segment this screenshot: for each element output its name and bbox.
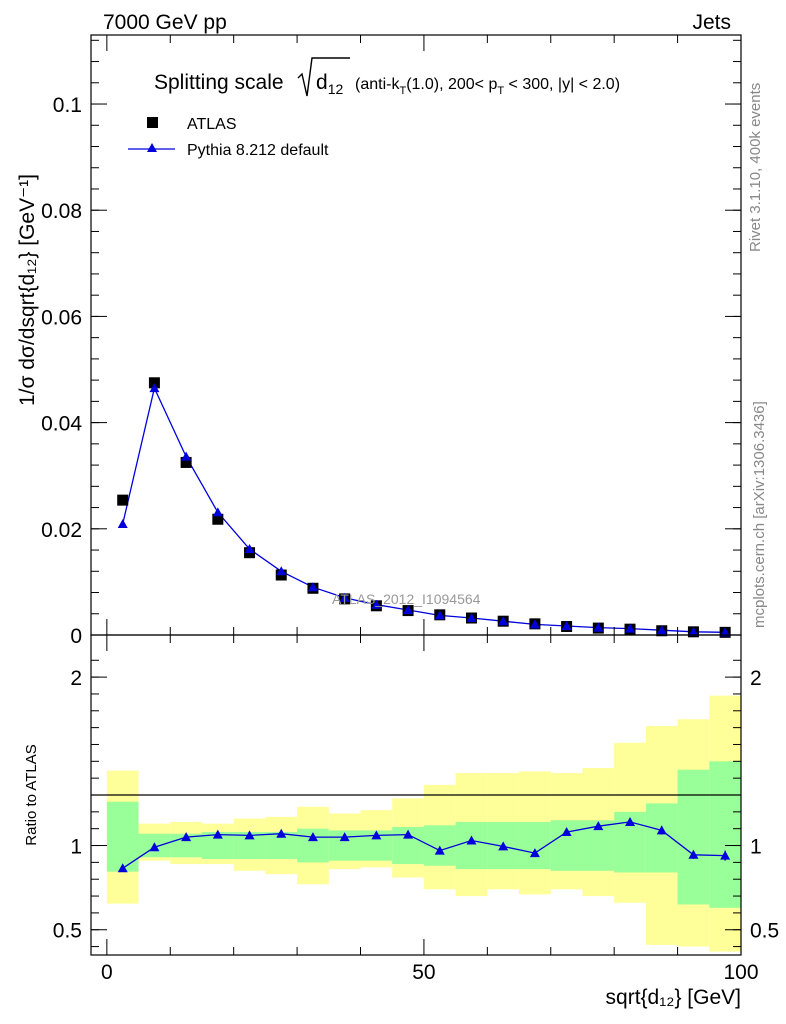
mc-point bbox=[307, 582, 318, 592]
ratio-curve bbox=[122, 821, 726, 869]
ratio-band-inner bbox=[677, 769, 710, 905]
main-marks bbox=[117, 377, 731, 638]
mc-point bbox=[593, 622, 604, 632]
legend: ATLAS Pythia 8.212 default bbox=[128, 116, 329, 159]
data-point bbox=[212, 513, 224, 525]
ratio-point bbox=[656, 825, 667, 835]
ratio-point bbox=[244, 830, 255, 840]
main-ytick-label: 0.02 bbox=[41, 519, 82, 542]
mc-point bbox=[371, 599, 382, 609]
mc-point bbox=[625, 623, 636, 633]
main-ytick-label: 0.04 bbox=[41, 413, 82, 436]
ratio-xlabel: sqrt{d₁₂} [GeV] bbox=[606, 986, 741, 1009]
ratio-point bbox=[181, 832, 192, 842]
ratio-xtick-label: 100 bbox=[723, 961, 758, 984]
legend-mc-marker bbox=[147, 143, 157, 152]
ratio-point bbox=[276, 828, 287, 838]
mc-point bbox=[244, 543, 255, 553]
ratio-ytick-label: 0.5 bbox=[53, 920, 82, 943]
sqrt-symbol bbox=[297, 57, 350, 97]
main-ytick-label: 0.1 bbox=[53, 94, 82, 117]
ratio-point bbox=[149, 842, 160, 852]
ratio-point bbox=[720, 850, 731, 860]
ratio-point bbox=[371, 830, 382, 840]
ratio-point bbox=[529, 848, 540, 858]
ratio-ylabel: Ratio to ATLAS bbox=[23, 744, 40, 845]
ratio-panel: 0.5 0.5 1 1 2 2 0 50 100 bbox=[53, 634, 779, 984]
main-axes: 0 0.02 0.04 0.06 0.08 0.1 bbox=[41, 35, 742, 648]
legend-data-marker bbox=[147, 117, 158, 128]
ratio-band-inner bbox=[709, 761, 741, 908]
ratio-band-inner bbox=[455, 821, 488, 870]
title-cuts: (anti-kT(1.0), 200< pT < 300, |y| < 2.0) bbox=[355, 76, 620, 97]
mc-point bbox=[434, 610, 445, 620]
ratio-marks bbox=[117, 816, 731, 873]
mc-point bbox=[656, 625, 667, 635]
rivet-version-label: Rivet 3.1.10, 400k events bbox=[747, 83, 764, 252]
ratio-point bbox=[466, 835, 477, 845]
ratio-point bbox=[212, 829, 223, 839]
mc-point bbox=[529, 619, 540, 629]
mc-point bbox=[149, 383, 160, 393]
title-variable: d12 bbox=[316, 71, 343, 97]
ratio-ytick-label: 1 bbox=[70, 836, 82, 859]
mc-point bbox=[688, 626, 699, 636]
ratio-point bbox=[498, 841, 509, 851]
plot-title: Splitting scale bbox=[154, 71, 284, 94]
ratio-frame bbox=[90, 634, 742, 956]
header-jets-label: Jets bbox=[692, 11, 731, 34]
legend-mc-label: Pythia 8.212 default bbox=[187, 142, 329, 159]
ratio-ytick-label-right: 2 bbox=[750, 667, 762, 690]
main-ytick-label: 0.08 bbox=[41, 200, 82, 223]
ratio-xtick-label: 50 bbox=[412, 961, 435, 984]
ratio-point bbox=[117, 863, 128, 873]
ratio-point bbox=[688, 849, 699, 859]
mc-point bbox=[720, 627, 731, 637]
main-panel: 0 0.02 0.04 0.06 0.08 0.1 bbox=[41, 34, 742, 648]
ratio-ytick-label-right: 1 bbox=[750, 836, 762, 859]
analysis-watermark: ATLAS_2012_I1094564 bbox=[332, 591, 481, 607]
ratio-bands bbox=[106, 695, 741, 952]
ratio-xtick-label: 0 bbox=[101, 961, 113, 984]
data-point bbox=[117, 494, 129, 506]
ratio-point bbox=[307, 832, 318, 842]
mc-point bbox=[403, 605, 414, 615]
ratio-ytick-label: 2 bbox=[70, 667, 82, 690]
mc-point bbox=[212, 507, 223, 517]
ratio-point bbox=[593, 821, 604, 831]
legend-data-label: ATLAS bbox=[187, 116, 237, 133]
ratio-band-inner bbox=[645, 803, 678, 873]
main-ytick-label: 0 bbox=[70, 625, 82, 648]
data-point bbox=[148, 377, 160, 389]
data-point bbox=[180, 456, 192, 468]
ratio-point bbox=[403, 829, 414, 839]
mc-point bbox=[561, 620, 572, 630]
mc-point bbox=[498, 616, 509, 626]
mc-point bbox=[339, 592, 350, 602]
mc-point bbox=[181, 451, 192, 461]
ratio-band-inner bbox=[106, 801, 139, 872]
main-ylabel: 1/σ dσ/dsqrt{d₁₂} [GeV⁻¹] bbox=[16, 174, 39, 406]
ratio-point bbox=[561, 827, 572, 837]
ratio-point bbox=[625, 816, 636, 826]
header-energy-label: 7000 GeV pp bbox=[103, 11, 227, 34]
ratio-point bbox=[339, 832, 350, 842]
mc-point bbox=[466, 613, 477, 623]
mcplots-source-label: mcplots.cern.ch [arXiv:1306.3436] bbox=[751, 401, 768, 628]
main-ytick-label: 0.06 bbox=[41, 306, 82, 329]
ratio-ytick-label-right: 0.5 bbox=[750, 920, 779, 943]
ratio-point bbox=[434, 845, 445, 855]
mc-point bbox=[276, 566, 287, 576]
mc-point bbox=[117, 519, 128, 529]
